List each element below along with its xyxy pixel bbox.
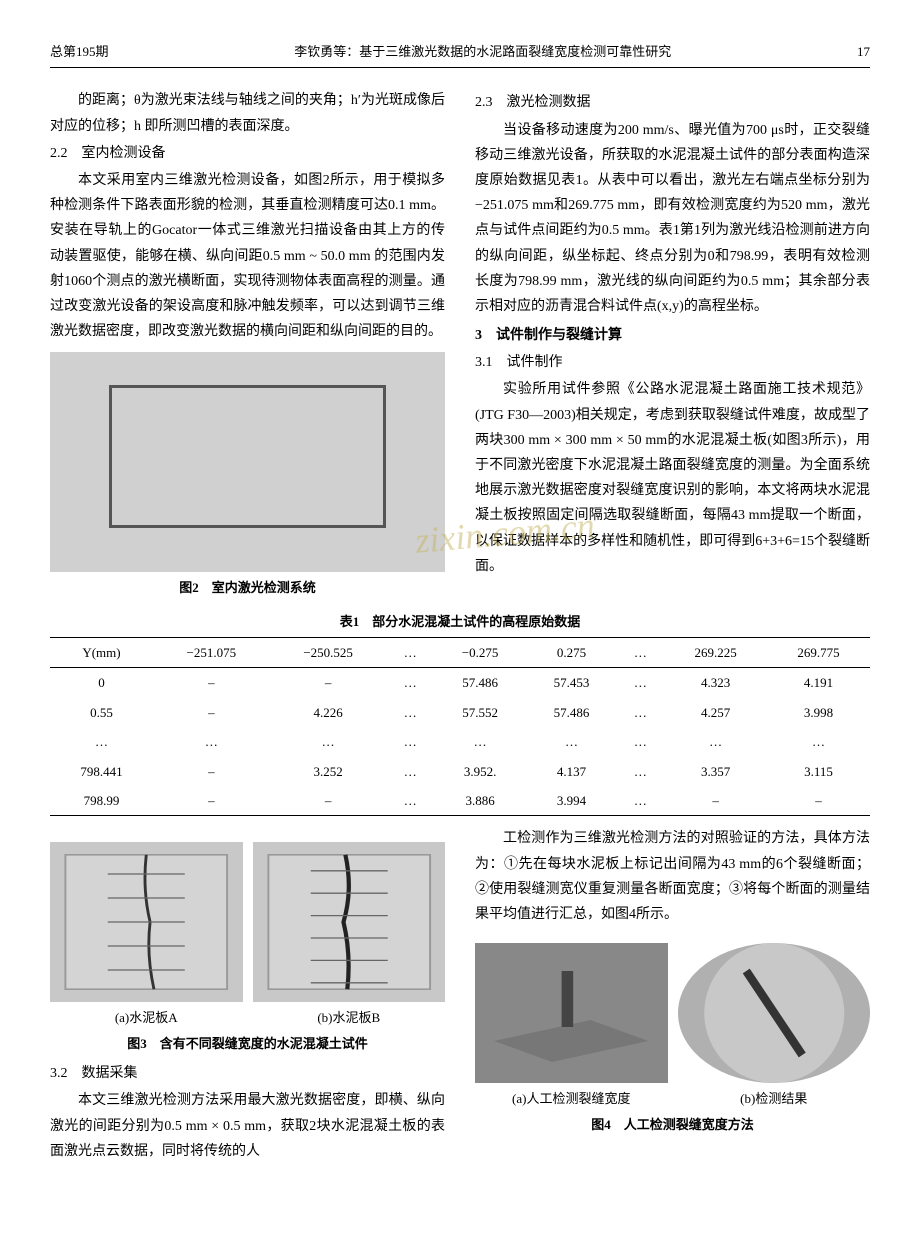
- section-2-2-title: 2.2 室内检测设备: [50, 141, 445, 166]
- table-1-title: 表1 部分水泥混凝土试件的高程原始数据: [50, 610, 870, 633]
- th: −251.075: [153, 638, 270, 668]
- section-3-2-body: 本文三维激光检测方法采用最大激光数据密度，即横、纵向激光的间距分别为0.5 mm…: [50, 1088, 445, 1164]
- th: −0.275: [434, 638, 526, 668]
- th: 269.225: [664, 638, 767, 668]
- figure-3a-caption: (a)水泥板A: [50, 1006, 243, 1029]
- section-3-2-title: 3.2 数据采集: [50, 1061, 445, 1086]
- figure-3b-caption: (b)水泥板B: [253, 1006, 446, 1029]
- th: Y(mm): [50, 638, 153, 668]
- section-3-1-body: 实验所用试件参照《公路水泥混凝土路面施工技术规范》(JTG F30—2003)相…: [475, 377, 870, 579]
- table-1: Y(mm) −251.075 −250.525 … −0.275 0.275 ……: [50, 637, 870, 816]
- figure-4b-caption: (b)检测结果: [678, 1087, 871, 1110]
- left-column: 的距离；θ为激光束法线与轴线之间的夹角；h′为光斑成像后对应的位移；h 即所测凹…: [50, 88, 445, 605]
- figure-4: (a)人工检测裂缝宽度 (b)检测结果: [475, 935, 870, 1112]
- page-header: 总第195期 李钦勇等：基于三维激光数据的水泥路面裂缝宽度检测可靠性研究 17: [50, 40, 870, 68]
- table-1-header-row: Y(mm) −251.075 −250.525 … −0.275 0.275 ……: [50, 638, 870, 668]
- issue-number: 总第195期: [50, 40, 109, 63]
- figure-4a: [475, 943, 668, 1083]
- upper-columns: 的距离；θ为激光束法线与轴线之间的夹角；h′为光斑成像后对应的位移；h 即所测凹…: [50, 88, 870, 605]
- section-2-2-body: 本文采用室内三维激光检测设备，如图2所示，用于模拟多种检测条件下路表面形貌的检测…: [50, 168, 445, 344]
- lower-right-column: 工检测作为三维激光检测方法的对照验证的方法，具体方法为：①先在每块水泥板上标记出…: [475, 826, 870, 1166]
- table-1-body: 0––…57.48657.453…4.3234.191 0.55–4.226…5…: [50, 668, 870, 816]
- table-row: 798.441–3.252…3.952.4.137…3.3573.115: [50, 757, 870, 786]
- th: −250.525: [270, 638, 387, 668]
- table-row: 0––…57.48657.453…4.3234.191: [50, 668, 870, 698]
- figure-3: (a)水泥板A (b)水泥板B: [50, 834, 445, 1031]
- th: …: [387, 638, 434, 668]
- table-row: 0.55–4.226…57.55257.486…4.2573.998: [50, 698, 870, 727]
- th: 0.275: [526, 638, 617, 668]
- figure-3a: [50, 842, 243, 1002]
- table-row: ………………………: [50, 727, 870, 756]
- th: 269.775: [767, 638, 870, 668]
- figure-2: [50, 352, 445, 572]
- th: …: [617, 638, 664, 668]
- section-2-3-title: 2.3 激光检测数据: [475, 90, 870, 115]
- figure-4-caption: 图4 人工检测裂缝宽度方法: [475, 1113, 870, 1136]
- section-2-3-body: 当设备移动速度为200 mm/s、曝光值为700 μs时，正交裂缝移动三维激光设…: [475, 118, 870, 320]
- para-continued: 的距离；θ为激光束法线与轴线之间的夹角；h′为光斑成像后对应的位移；h 即所测凹…: [50, 88, 445, 138]
- table-1-block: 表1 部分水泥混凝土试件的高程原始数据 Y(mm) −251.075 −250.…: [50, 610, 870, 817]
- section-3-title: 3 试件制作与裂缝计算: [475, 323, 870, 348]
- lower-right-para: 工检测作为三维激光检测方法的对照验证的方法，具体方法为：①先在每块水泥板上标记出…: [475, 826, 870, 927]
- figure-3b: [253, 842, 446, 1002]
- lower-columns: (a)水泥板A (b)水泥板B 图3: [50, 826, 870, 1166]
- figure-4a-caption: (a)人工检测裂缝宽度: [475, 1087, 668, 1110]
- figure-3-caption: 图3 含有不同裂缝宽度的水泥混凝土试件: [50, 1032, 445, 1055]
- page-number: 17: [857, 40, 870, 63]
- figure-4b: [678, 943, 871, 1083]
- section-3-1-title: 3.1 试件制作: [475, 350, 870, 375]
- lower-left-column: (a)水泥板A (b)水泥板B 图3: [50, 826, 445, 1166]
- table-row: 798.99––…3.8863.994…––: [50, 786, 870, 816]
- paper-title: 李钦勇等：基于三维激光数据的水泥路面裂缝宽度检测可靠性研究: [109, 40, 857, 63]
- right-column: 2.3 激光检测数据 当设备移动速度为200 mm/s、曝光值为700 μs时，…: [475, 88, 870, 605]
- figure-2-caption: 图2 室内激光检测系统: [50, 576, 445, 599]
